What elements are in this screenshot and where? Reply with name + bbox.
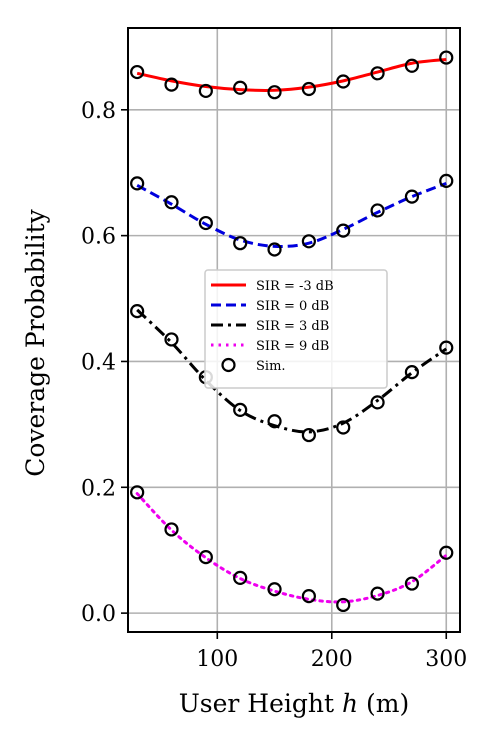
sim-point — [130, 176, 145, 191]
sim-point — [336, 74, 351, 89]
sim-point — [301, 589, 316, 604]
sim-point — [404, 365, 420, 380]
sim-point — [164, 195, 179, 210]
legend-label: SIR = 3 dB — [256, 319, 329, 334]
sim-point — [370, 203, 385, 218]
y-tick-label: 0.6 — [81, 225, 116, 250]
legend-box — [204, 269, 388, 389]
y-tick-label: 0.8 — [81, 99, 116, 124]
legend-label: SIR = -3 dB — [256, 279, 334, 294]
sim-point — [198, 83, 213, 99]
axis-ticks: 100 200 300 0.0 0.2 0.4 0.6 0.8 — [81, 99, 467, 672]
sim-point — [233, 236, 248, 251]
x-tick-label: 300 — [425, 647, 467, 672]
x-tick-label: 200 — [311, 647, 353, 672]
sim-point — [233, 80, 248, 95]
sim-point — [130, 304, 145, 319]
y-tick-label: 0.0 — [81, 602, 116, 627]
sim-point — [439, 340, 454, 355]
sim-point — [198, 550, 213, 565]
sim-point — [164, 77, 179, 92]
legend: SIR = -3 dB SIR = 0 dB SIR = 3 dB SIR = 9 d… — [204, 269, 388, 389]
x-tick-label: 100 — [196, 647, 238, 672]
sim-point — [336, 420, 351, 435]
sim-point — [130, 64, 145, 80]
x-axis-label: User Height h (m) — [179, 689, 410, 718]
sim-point — [198, 215, 213, 231]
sim-point — [130, 485, 145, 500]
y-tick-label: 0.4 — [81, 350, 116, 375]
sim-point — [370, 66, 385, 81]
sim-point — [267, 582, 282, 597]
sim-point — [404, 58, 420, 73]
legend-label: Sim. — [256, 359, 286, 374]
y-axis-label: Coverage Probability — [21, 208, 50, 476]
sim-point — [404, 576, 420, 591]
plot-frame — [127, 27, 461, 633]
series-lines — [135, 57, 448, 604]
sim-point — [336, 223, 351, 238]
sim-point — [267, 242, 282, 257]
series-line-2 — [136, 182, 447, 248]
legend-label: SIR = 9 dB — [256, 339, 329, 354]
sim-point — [336, 597, 351, 613]
sim-point — [301, 81, 316, 97]
sim-point — [267, 414, 282, 429]
sim-point — [439, 545, 454, 560]
sim-point — [404, 189, 420, 204]
sim-markers — [130, 50, 454, 613]
sim-point — [164, 332, 179, 347]
sim-point — [439, 50, 454, 65]
sim-point — [301, 234, 316, 249]
y-tick-label: 0.2 — [81, 476, 116, 501]
legend-sim-marker — [221, 357, 236, 373]
sim-point — [370, 586, 385, 601]
sim-point — [370, 395, 385, 410]
series-line-1 — [136, 57, 447, 92]
sim-point — [301, 427, 316, 443]
series-line-4 — [135, 492, 448, 604]
sim-point — [164, 522, 179, 537]
sim-point — [233, 570, 248, 585]
legend-label: SIR = 0 dB — [256, 299, 329, 314]
sim-point — [439, 173, 454, 188]
sim-point — [267, 85, 282, 100]
sim-point — [233, 402, 248, 418]
